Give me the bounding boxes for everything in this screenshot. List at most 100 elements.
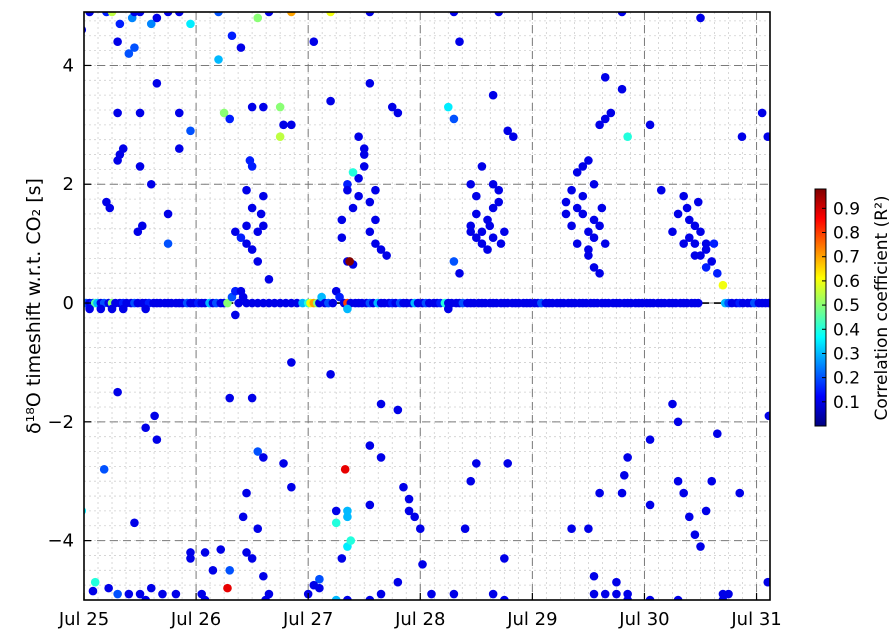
data-point [707, 476, 717, 486]
data-point [645, 435, 655, 444]
data-point [150, 411, 159, 421]
data-point [764, 411, 770, 421]
data-point [234, 298, 243, 308]
x-tick-label: Jul 30 [618, 609, 669, 630]
data-point [696, 227, 705, 237]
data-point [494, 12, 504, 17]
data-point [693, 298, 703, 308]
data-point [371, 215, 380, 225]
data-point [253, 257, 263, 266]
x-tick-label: Jul 27 [282, 609, 333, 630]
data-point [673, 595, 683, 600]
data-point [500, 595, 509, 600]
data-point [238, 512, 248, 522]
data-point [763, 577, 770, 587]
data-point [427, 589, 436, 599]
data-point [567, 221, 576, 231]
data-point [259, 571, 268, 581]
data-point [214, 12, 223, 17]
data-point [231, 227, 240, 237]
data-point [186, 126, 195, 136]
data-point [135, 589, 145, 599]
data-point [600, 589, 610, 599]
data-point [483, 245, 492, 254]
data-point [500, 554, 509, 563]
data-point [696, 13, 705, 23]
data-point [259, 102, 268, 112]
colorbar-tick-label: 0.5 [833, 296, 860, 316]
data-point [96, 304, 106, 314]
data-point [337, 233, 347, 242]
colorbar [814, 188, 827, 427]
data-point [315, 574, 324, 584]
data-point [225, 566, 235, 575]
colorbar-tick-label: 0.2 [833, 369, 860, 389]
data-point [242, 548, 251, 557]
data-point [578, 209, 588, 219]
data-point [701, 245, 711, 254]
data-point [466, 476, 476, 486]
data-point [449, 589, 459, 599]
data-point [645, 500, 655, 510]
data-point [328, 298, 338, 308]
data-point [242, 185, 251, 195]
data-point [247, 245, 257, 254]
data-point [343, 506, 352, 516]
colorbar-tick-label: 0.6 [833, 272, 860, 292]
data-point [404, 494, 414, 504]
data-point [578, 191, 588, 201]
data-point [668, 227, 677, 237]
data-point [679, 488, 688, 498]
data-point [690, 251, 700, 260]
data-point [275, 102, 285, 112]
data-point [354, 174, 363, 183]
colorbar-tick-label: 0.4 [833, 320, 860, 340]
data-point [253, 524, 263, 534]
data-point [472, 459, 481, 468]
data-point [443, 304, 453, 314]
data-point [701, 506, 711, 516]
data-point [466, 179, 476, 189]
data-point [335, 292, 344, 302]
data-point [600, 239, 610, 248]
data-point [673, 209, 683, 219]
colorbar-tick-label: 0.3 [833, 344, 860, 364]
data-point [337, 215, 347, 225]
y-tick-label: 2 [63, 174, 74, 195]
data-point [174, 144, 184, 153]
data-point [572, 203, 582, 213]
data-point [472, 233, 481, 242]
data-point [343, 179, 352, 189]
data-point [597, 203, 607, 213]
data-point [466, 227, 476, 237]
data-point [163, 239, 173, 248]
data-point [466, 221, 476, 231]
data-point [225, 393, 235, 403]
data-point [623, 453, 632, 462]
data-point [174, 108, 184, 118]
data-point [152, 435, 162, 444]
data-point [572, 239, 582, 248]
data-point [223, 583, 232, 593]
data-point [253, 227, 263, 237]
colorbar-tick-label: 0.1 [833, 393, 860, 413]
data-point [612, 589, 621, 599]
data-point [645, 595, 655, 600]
data-point [415, 524, 425, 534]
data-point [104, 583, 113, 593]
data-point [718, 280, 728, 290]
data-point [88, 586, 98, 596]
data-point [737, 132, 747, 142]
data-point [309, 580, 319, 590]
data-point [472, 209, 481, 219]
data-point [600, 114, 610, 124]
data-point [124, 589, 134, 599]
data-point [115, 19, 125, 29]
data-point [186, 19, 195, 29]
data-point [503, 126, 513, 136]
colorbar-tick-label: 0.9 [833, 199, 860, 219]
data-point [673, 476, 683, 486]
data-point [135, 12, 145, 17]
data-point [113, 108, 122, 118]
